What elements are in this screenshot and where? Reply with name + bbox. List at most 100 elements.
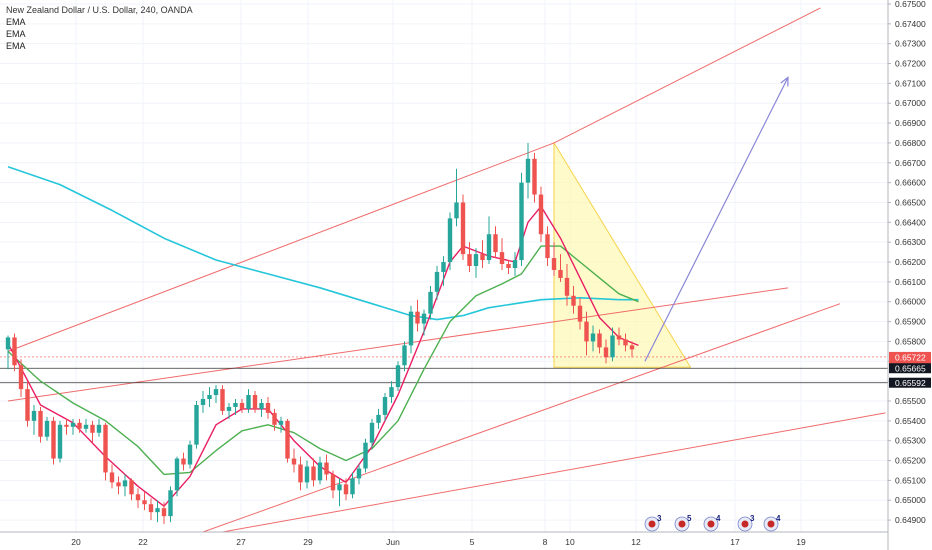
candle-body xyxy=(122,480,128,487)
candle-body xyxy=(376,414,381,423)
candle xyxy=(161,502,167,525)
candle xyxy=(571,285,576,314)
candle xyxy=(96,418,102,437)
candle-body xyxy=(428,291,433,314)
candle xyxy=(590,325,596,352)
candle-body xyxy=(148,504,154,513)
candle-body xyxy=(239,402,245,409)
candle xyxy=(285,418,290,463)
candle xyxy=(525,142,531,199)
candle xyxy=(473,248,479,278)
candle-body xyxy=(473,254,479,266)
price-tick-label: 0.65500 xyxy=(895,396,926,406)
candle xyxy=(545,226,550,266)
time-tick-label: 10 xyxy=(565,537,575,547)
candle-body xyxy=(369,422,375,443)
candle-body xyxy=(558,269,563,278)
event-badge-flag-icon[interactable]: 5 xyxy=(674,514,692,532)
candle xyxy=(493,226,498,259)
candle xyxy=(83,418,89,433)
ema-slow-line xyxy=(7,165,639,321)
candle xyxy=(259,399,264,417)
candle-body xyxy=(18,365,24,390)
candle-body xyxy=(311,466,316,481)
price-tick-label: 0.67300 xyxy=(895,39,926,49)
candle xyxy=(187,440,193,469)
candle-body xyxy=(64,424,69,427)
candle-body xyxy=(161,508,167,517)
candle-body xyxy=(77,422,82,429)
candle xyxy=(564,264,570,306)
candle-body xyxy=(564,277,570,296)
candle xyxy=(395,361,401,392)
candle xyxy=(369,418,375,449)
candle xyxy=(330,470,336,499)
candle-body xyxy=(317,462,323,481)
candle xyxy=(291,448,297,473)
candle xyxy=(246,389,251,413)
candle xyxy=(467,242,472,272)
time-tick-label: 27 xyxy=(236,537,246,547)
candle xyxy=(441,256,446,286)
candle xyxy=(415,299,420,332)
candle-body xyxy=(610,335,615,358)
candle xyxy=(532,152,537,203)
ema-indicator-1[interactable]: EMA xyxy=(6,17,26,27)
event-badge-count: 5 xyxy=(687,514,692,523)
time-tick-label: 29 xyxy=(303,537,313,547)
candle xyxy=(460,194,466,261)
ema-indicator-2[interactable]: EMA xyxy=(6,29,26,39)
event-badge-flag-icon[interactable]: 3 xyxy=(737,514,755,532)
candle xyxy=(142,492,147,511)
symbol-title[interactable]: New Zealand Dollar / U.S. Dollar, 240, O… xyxy=(6,5,193,15)
candle xyxy=(155,500,160,523)
candle xyxy=(584,311,589,356)
candle xyxy=(447,212,453,270)
price-tick-label: 0.66200 xyxy=(895,257,926,267)
event-badge-flag-icon[interactable]: 4 xyxy=(763,514,781,532)
candle-body xyxy=(447,218,453,263)
candle xyxy=(194,400,199,449)
candle xyxy=(272,408,277,431)
candle xyxy=(90,420,95,443)
candle xyxy=(311,458,316,487)
candle-body xyxy=(298,464,303,483)
candle xyxy=(207,387,212,407)
trendline-4 xyxy=(222,412,886,532)
price-tick-label: 0.65200 xyxy=(895,456,926,466)
ema-indicator-3[interactable]: EMA xyxy=(6,41,26,51)
candle xyxy=(629,341,635,358)
candle xyxy=(77,418,82,433)
candle xyxy=(382,393,388,421)
candle-body xyxy=(343,484,349,495)
candle-body xyxy=(70,422,76,427)
trendline-1 xyxy=(7,7,821,352)
candle xyxy=(623,333,628,352)
candle xyxy=(64,418,69,435)
candle-body xyxy=(135,494,141,501)
candle-body xyxy=(421,313,427,324)
candle-body xyxy=(441,262,446,272)
candle-body xyxy=(519,182,524,261)
candle-body xyxy=(597,333,602,348)
candle xyxy=(480,240,485,268)
price-tick-label: 0.67500 xyxy=(895,0,926,9)
candle xyxy=(616,327,622,346)
candle xyxy=(603,339,609,364)
candle xyxy=(454,168,459,227)
level-badge-2: 0.65592 xyxy=(889,377,931,388)
candle xyxy=(363,438,368,473)
candle-body xyxy=(324,462,329,475)
price-tick-label: 0.65300 xyxy=(895,436,926,446)
event-badge-count: 4 xyxy=(776,514,781,523)
candle-body xyxy=(31,410,37,421)
price-tick-label: 0.66100 xyxy=(895,277,926,287)
price-tick-label: 0.65000 xyxy=(895,495,926,505)
candle-body xyxy=(181,458,186,465)
event-badge-flag-icon[interactable]: 3 xyxy=(644,514,662,532)
candle xyxy=(298,456,303,491)
price-tick-label: 0.65400 xyxy=(895,416,926,426)
event-badge-flag-icon[interactable]: 4 xyxy=(703,514,721,532)
candle-body xyxy=(350,478,355,495)
